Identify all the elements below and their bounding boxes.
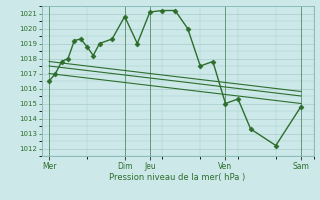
X-axis label: Pression niveau de la mer( hPa ): Pression niveau de la mer( hPa ) (109, 173, 246, 182)
